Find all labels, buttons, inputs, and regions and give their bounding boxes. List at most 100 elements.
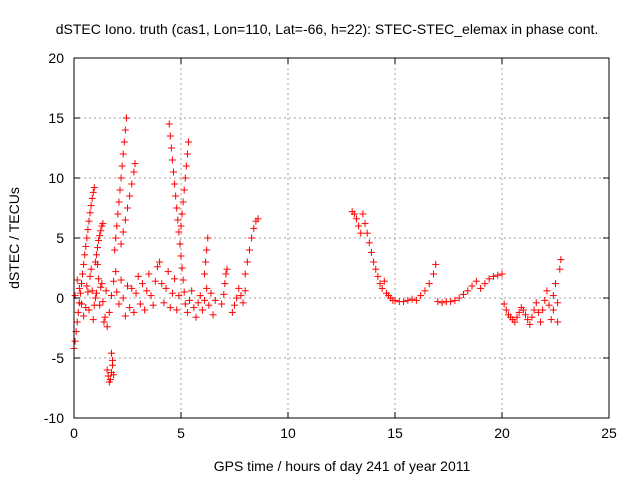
data-point <box>124 282 131 290</box>
data-point <box>97 227 105 235</box>
data-point <box>116 186 124 194</box>
data-point <box>221 280 229 288</box>
data-point <box>97 283 105 291</box>
data-point <box>85 217 93 225</box>
data-point <box>147 292 155 300</box>
data-point <box>203 284 211 292</box>
data-point <box>99 298 107 306</box>
y-tick-label: 5 <box>56 230 64 246</box>
data-point <box>131 160 139 168</box>
data-point <box>198 306 206 314</box>
data-point <box>89 188 97 196</box>
data-point <box>421 287 429 295</box>
data-point <box>126 304 134 312</box>
data-point <box>511 318 519 326</box>
data-point <box>250 224 258 232</box>
data-point <box>83 282 91 290</box>
data-point <box>119 294 127 302</box>
data-point <box>173 204 181 212</box>
x-tick-label: 5 <box>177 425 185 441</box>
data-point <box>447 298 455 306</box>
data-point <box>464 287 472 295</box>
data-point <box>84 226 92 234</box>
data-point <box>160 299 168 307</box>
data-point <box>74 308 82 316</box>
data-point <box>165 120 173 128</box>
data-point <box>130 308 138 316</box>
data-point <box>136 300 144 308</box>
data-point <box>537 318 545 326</box>
y-tick-label: 10 <box>48 170 64 186</box>
data-point <box>202 258 210 266</box>
data-point <box>177 252 185 260</box>
data-point <box>117 240 125 248</box>
data-point <box>549 292 557 300</box>
data-point <box>143 287 151 295</box>
data-point <box>151 277 159 285</box>
data-point <box>87 265 95 273</box>
data-point <box>174 216 182 224</box>
data-point <box>502 306 510 314</box>
y-tick-label: 15 <box>48 110 64 126</box>
data-point <box>88 194 96 202</box>
data-point <box>468 282 476 290</box>
data-point <box>372 265 380 273</box>
data-point <box>494 271 502 279</box>
data-point <box>176 240 184 248</box>
data-point <box>112 268 120 276</box>
x-tick-label: 10 <box>280 425 296 441</box>
data-point <box>98 280 106 288</box>
data-point <box>117 174 125 182</box>
data-point <box>153 263 161 271</box>
data-point <box>498 270 506 278</box>
data-point <box>124 204 131 212</box>
data-point <box>400 298 408 306</box>
data-point <box>359 210 367 218</box>
data-point <box>118 162 126 170</box>
data-point <box>128 180 136 188</box>
data-point <box>180 186 188 194</box>
data-point <box>485 275 493 283</box>
data-point <box>168 156 176 164</box>
data-point <box>164 268 172 276</box>
data-point <box>188 287 196 295</box>
data-point <box>113 288 121 296</box>
data-point <box>132 289 140 297</box>
data-point <box>76 289 84 297</box>
data-point <box>126 192 134 200</box>
data-point <box>241 270 249 278</box>
data-point <box>156 258 164 266</box>
data-point <box>122 114 130 122</box>
data-point <box>86 272 94 280</box>
data-point <box>430 270 438 278</box>
data-point <box>500 300 508 308</box>
data-point <box>128 284 136 292</box>
data-point <box>194 299 202 307</box>
data-point <box>121 312 129 320</box>
data-point <box>172 192 180 200</box>
data-point <box>522 311 530 319</box>
data-point <box>100 318 108 326</box>
data-point <box>82 242 90 250</box>
data-point <box>89 316 97 324</box>
data-point <box>119 150 127 158</box>
data-point <box>489 272 497 280</box>
data-point <box>119 228 127 236</box>
data-point <box>115 300 123 308</box>
data-point <box>112 234 120 242</box>
data-point <box>237 292 245 300</box>
data-point <box>149 301 157 309</box>
data-point <box>105 308 113 316</box>
data-point <box>378 284 386 292</box>
data-point <box>201 270 209 278</box>
data-point <box>113 222 121 230</box>
chart-title: dSTEC Iono. truth (cas1, Lon=110, Lat=-6… <box>56 21 599 37</box>
data-point <box>186 296 194 304</box>
data-point <box>166 304 174 312</box>
data-point <box>102 287 110 295</box>
y-axis: -10 -5 0 5 10 15 20 <box>44 50 609 426</box>
data-point <box>84 288 92 296</box>
grid <box>74 58 609 418</box>
data-point <box>96 232 104 240</box>
data-point <box>367 248 375 256</box>
